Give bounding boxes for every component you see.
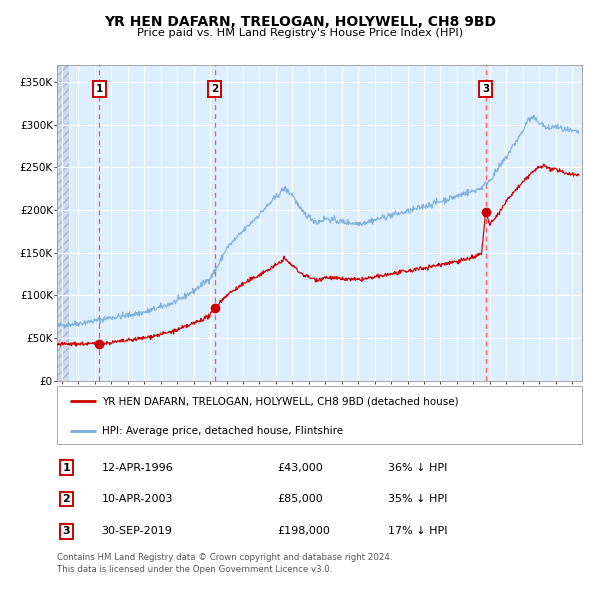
Text: 1: 1 — [96, 84, 103, 94]
Text: 2: 2 — [211, 84, 218, 94]
Text: 10-APR-2003: 10-APR-2003 — [101, 494, 173, 504]
Text: £198,000: £198,000 — [277, 526, 331, 536]
Text: 30-SEP-2019: 30-SEP-2019 — [101, 526, 173, 536]
Text: 3: 3 — [62, 526, 70, 536]
Text: Price paid vs. HM Land Registry's House Price Index (HPI): Price paid vs. HM Land Registry's House … — [137, 28, 463, 38]
Text: Contains HM Land Registry data © Crown copyright and database right 2024.: Contains HM Land Registry data © Crown c… — [57, 553, 392, 562]
Text: 12-APR-1996: 12-APR-1996 — [101, 463, 173, 473]
Text: £43,000: £43,000 — [277, 463, 323, 473]
Text: HPI: Average price, detached house, Flintshire: HPI: Average price, detached house, Flin… — [101, 426, 343, 436]
Bar — [57, 65, 70, 381]
Text: 2: 2 — [62, 494, 70, 504]
Text: £85,000: £85,000 — [277, 494, 323, 504]
Text: 1: 1 — [62, 463, 70, 473]
Text: YR HEN DAFARN, TRELOGAN, HOLYWELL, CH8 9BD (detached house): YR HEN DAFARN, TRELOGAN, HOLYWELL, CH8 9… — [101, 396, 458, 407]
Text: 17% ↓ HPI: 17% ↓ HPI — [388, 526, 447, 536]
Text: 35% ↓ HPI: 35% ↓ HPI — [388, 494, 447, 504]
Text: 3: 3 — [482, 84, 490, 94]
Text: 36% ↓ HPI: 36% ↓ HPI — [388, 463, 447, 473]
Text: This data is licensed under the Open Government Licence v3.0.: This data is licensed under the Open Gov… — [57, 565, 332, 574]
Text: YR HEN DAFARN, TRELOGAN, HOLYWELL, CH8 9BD: YR HEN DAFARN, TRELOGAN, HOLYWELL, CH8 9… — [104, 15, 496, 29]
